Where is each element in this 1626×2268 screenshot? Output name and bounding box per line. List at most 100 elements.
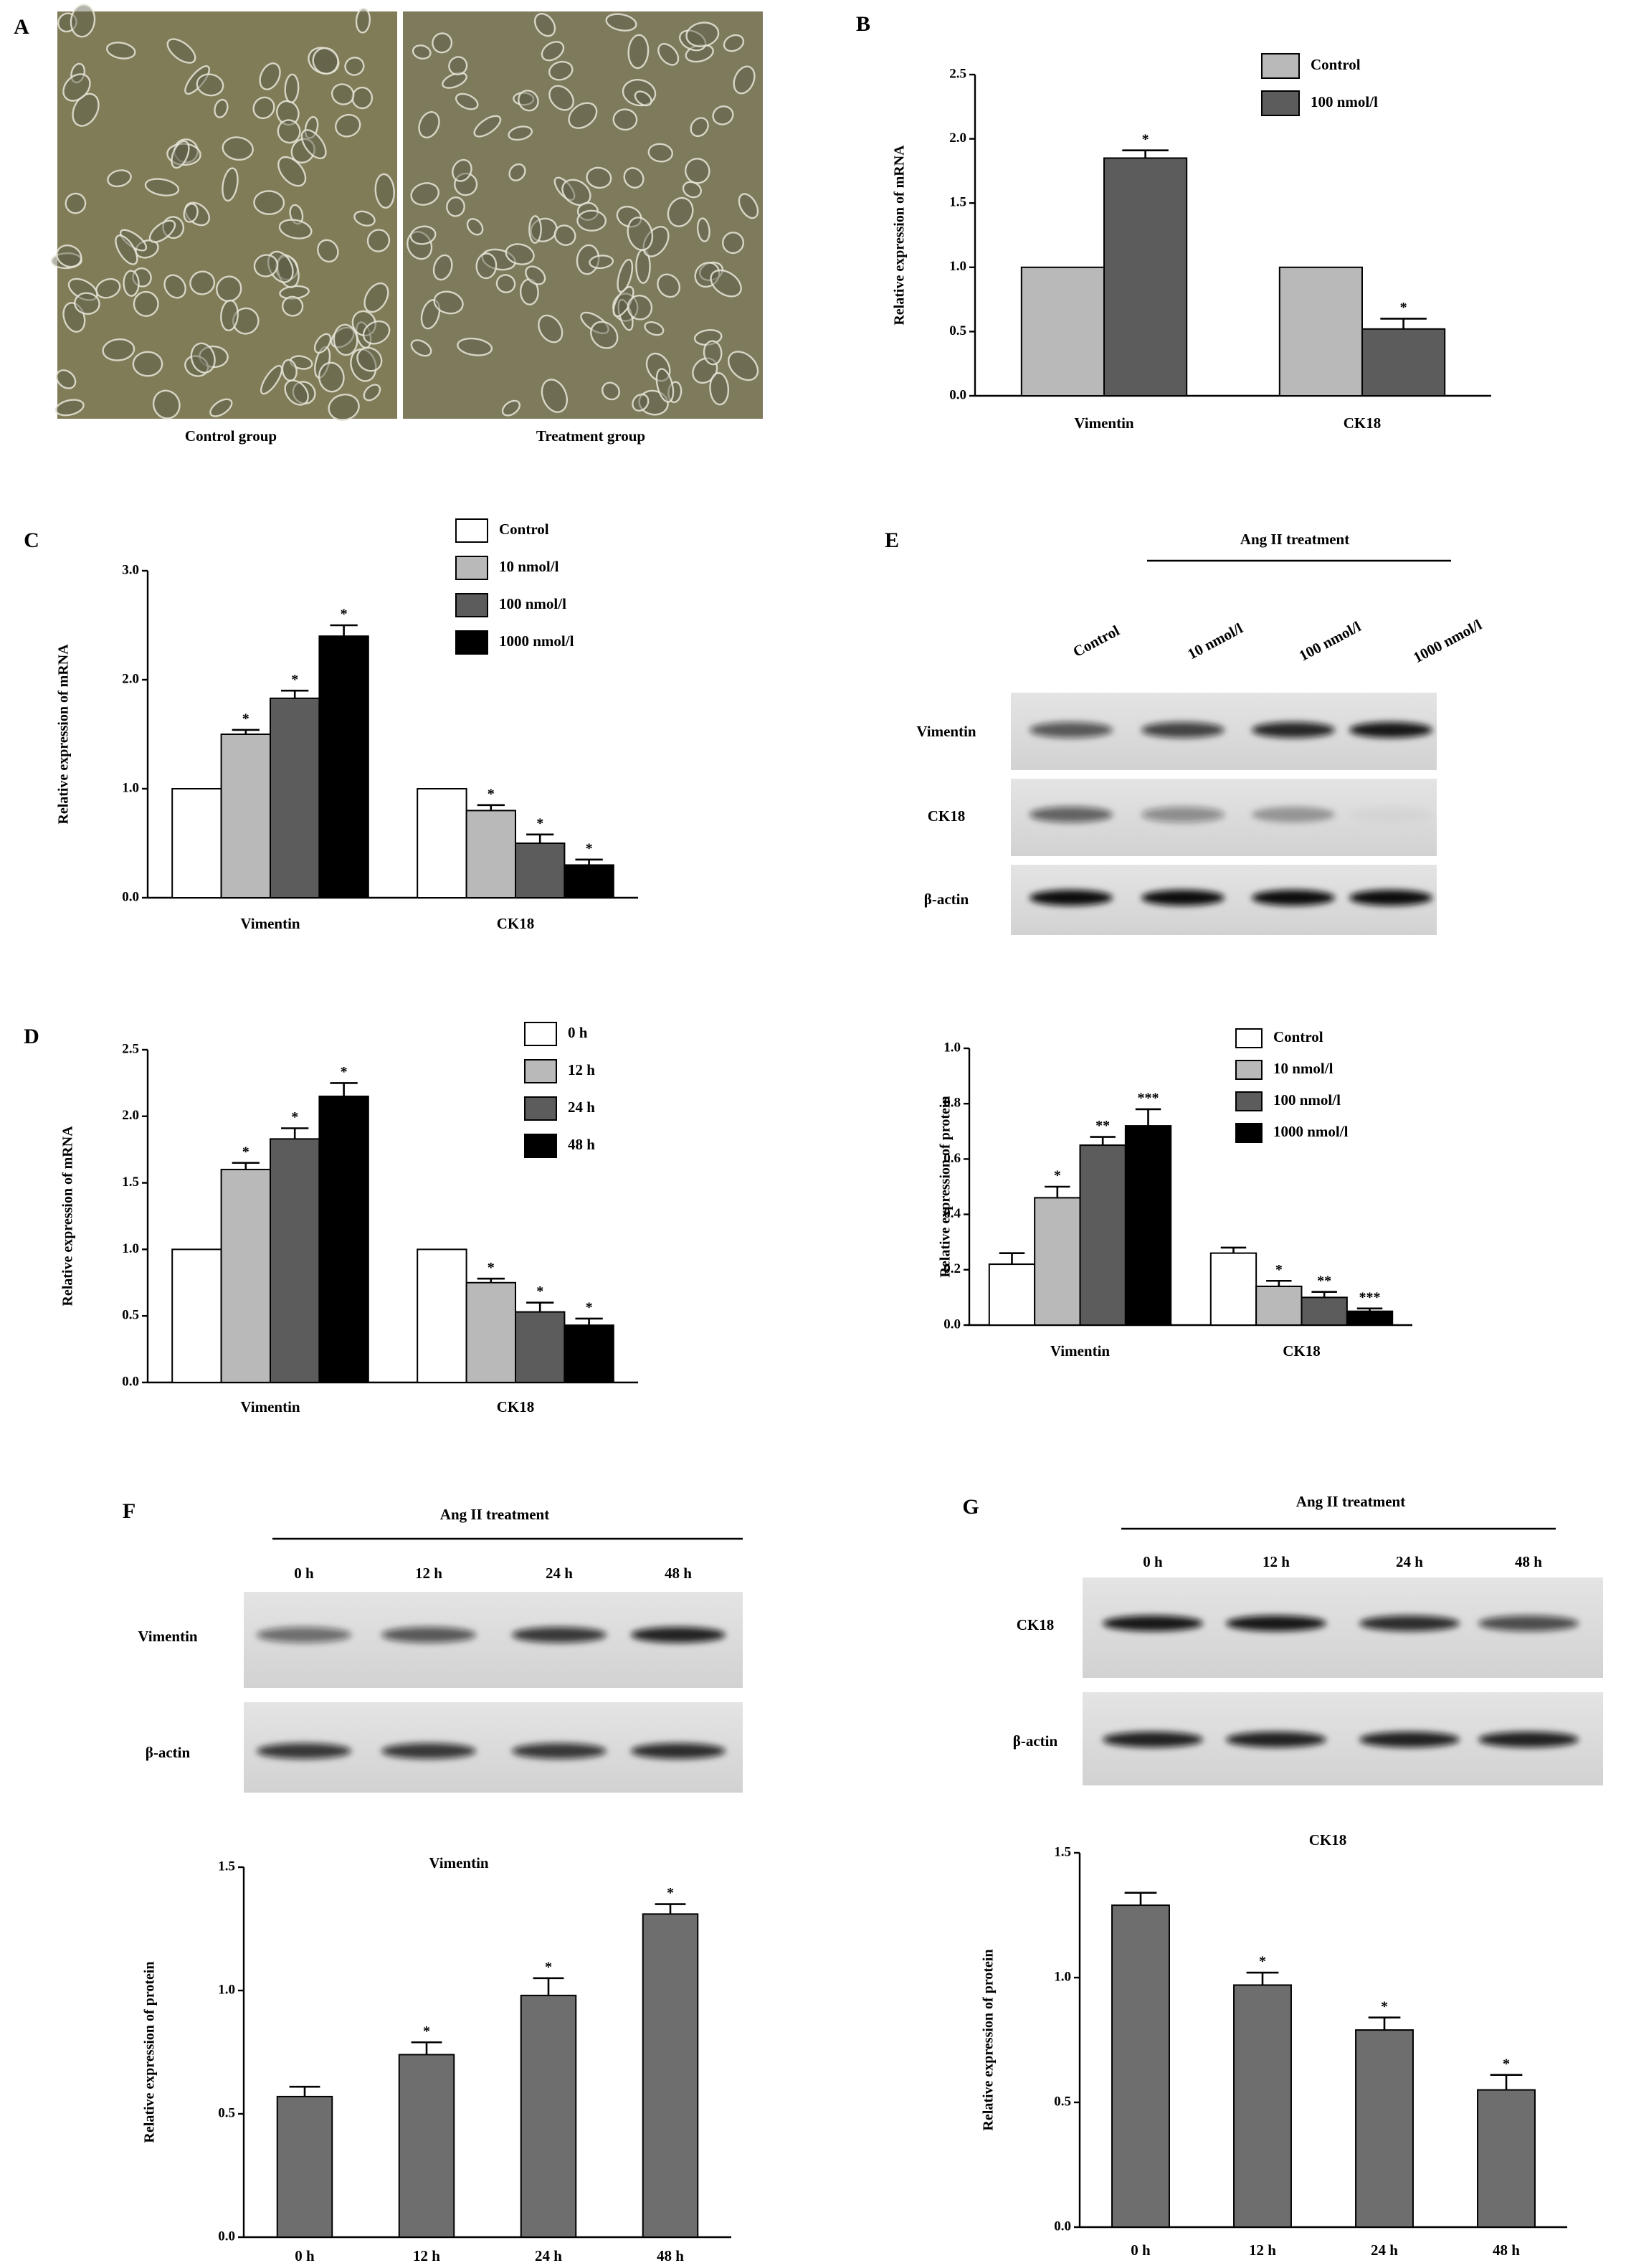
- cell: [632, 393, 650, 412]
- cell: [102, 338, 136, 361]
- significance-mark: *: [242, 1144, 249, 1159]
- error-bar: [281, 1127, 309, 1139]
- y-tick-label: 0.4: [943, 1206, 961, 1221]
- significance-mark: *: [488, 786, 495, 802]
- band: [1141, 807, 1225, 822]
- cell: [590, 321, 619, 349]
- x-tick-label: Vimentin: [240, 915, 300, 932]
- lane-label: 24 h: [546, 1565, 573, 1582]
- cell: [446, 196, 465, 217]
- cell: [216, 275, 242, 303]
- cell: [276, 254, 300, 288]
- bar: [520, 1994, 577, 2238]
- cell: [260, 364, 283, 395]
- cell: [292, 381, 316, 404]
- cell: [56, 245, 82, 268]
- cell: [284, 379, 309, 406]
- cell: [152, 389, 181, 419]
- legend-label: 100 nmol/l: [1311, 93, 1378, 110]
- legend-swatch: [524, 1134, 557, 1158]
- cell: [690, 117, 709, 138]
- band: [1478, 1615, 1579, 1631]
- cell: [132, 267, 152, 288]
- cell: [667, 196, 694, 227]
- x-tick-label: CK18: [1283, 1342, 1321, 1360]
- cell: [455, 92, 479, 110]
- bar: [564, 1324, 614, 1384]
- error-bar: [533, 1977, 564, 1996]
- band: [1226, 1615, 1326, 1631]
- bar: [276, 2095, 333, 2238]
- y-tick-label: 2.0: [122, 671, 139, 686]
- legend-swatch: [524, 1059, 557, 1083]
- band: [512, 1627, 607, 1643]
- bar: [1355, 2029, 1414, 2229]
- bar: [318, 635, 369, 898]
- cell: [738, 193, 759, 219]
- micrograph-label: Treatment group: [536, 427, 645, 445]
- bar: [1233, 1984, 1292, 2228]
- cell: [183, 203, 199, 223]
- bar: [1020, 266, 1106, 397]
- cell: [533, 13, 556, 37]
- bar: [171, 788, 222, 898]
- significance-mark: *: [1381, 1998, 1388, 2014]
- x-tick-label: Vimentin: [1050, 1342, 1111, 1360]
- bar: [988, 1263, 1036, 1326]
- panel-label: C: [24, 528, 39, 552]
- cell: [432, 254, 453, 281]
- row-label: CK18: [928, 807, 966, 825]
- significance-mark: *: [423, 2023, 430, 2039]
- legend-label: 10 nmol/l: [499, 558, 559, 575]
- lane-label: 10 nmol/l: [1185, 620, 1246, 663]
- row-label: β-actin: [1013, 1732, 1058, 1750]
- legend-label: 48 h: [568, 1136, 595, 1153]
- significance-mark: *: [1400, 300, 1407, 315]
- x-tick-label: 24 h: [1371, 2241, 1398, 2259]
- cell: [644, 321, 665, 336]
- lane-label: Control: [1070, 622, 1123, 660]
- error-bar: [330, 624, 358, 637]
- cell: [171, 140, 190, 169]
- y-tick-label: 1.5: [218, 1859, 235, 1874]
- bar: [642, 1913, 699, 2239]
- cell: [232, 307, 260, 335]
- legend-swatch: [1235, 1123, 1263, 1143]
- legend-swatch: [1235, 1060, 1263, 1080]
- cell: [442, 72, 467, 89]
- y-tick-label: 1.0: [122, 1241, 139, 1256]
- band: [1359, 1615, 1460, 1631]
- y-tick-label: 1.0: [218, 1982, 235, 1997]
- error-bar: [655, 1903, 686, 1914]
- cell: [508, 125, 533, 141]
- y-tick-label: 1.5: [949, 195, 966, 210]
- legend-swatch: [1261, 53, 1300, 79]
- cell: [72, 92, 100, 127]
- cell: [617, 298, 634, 331]
- error-bar: [411, 2041, 442, 2055]
- cell: [184, 355, 209, 377]
- band: [381, 1743, 476, 1759]
- band: [1252, 807, 1335, 822]
- y-tick-label: 0.0: [949, 387, 966, 402]
- cell: [331, 83, 355, 105]
- error-bar: [575, 1317, 603, 1326]
- cell: [115, 234, 138, 265]
- lane-label: 48 h: [1515, 1553, 1542, 1570]
- error-bar: [1311, 1291, 1337, 1298]
- row-label: β-actin: [924, 891, 969, 908]
- y-tick-label: 1.0: [122, 780, 139, 795]
- y-tick-label: 0.0: [943, 1316, 961, 1332]
- cell: [253, 190, 285, 215]
- cell: [190, 342, 216, 374]
- legend-swatch: [1235, 1091, 1263, 1111]
- y-axis-label: Relative expression of mRNA: [60, 1126, 76, 1306]
- cell: [351, 86, 374, 110]
- bar: [1361, 328, 1446, 397]
- band: [381, 1627, 476, 1643]
- x-tick-label: 48 h: [657, 2247, 684, 2264]
- cell: [277, 156, 307, 187]
- panel-label: D: [24, 1025, 39, 1048]
- cell: [355, 7, 371, 34]
